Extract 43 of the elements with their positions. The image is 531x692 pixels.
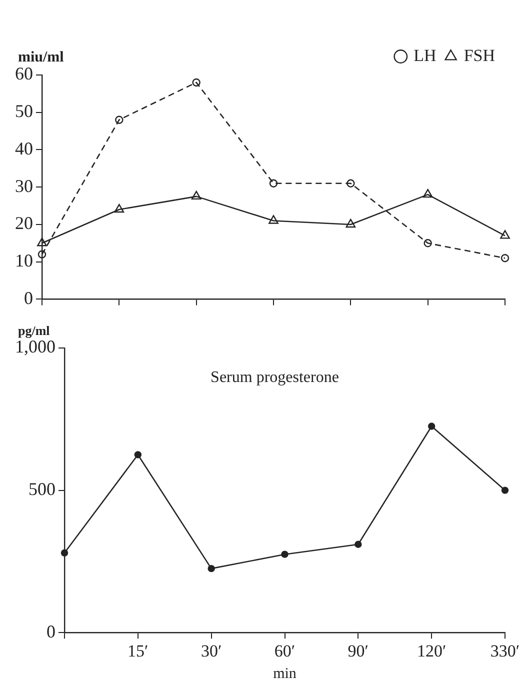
point — [428, 422, 436, 430]
point — [191, 190, 202, 200]
y-axis-title: miu/ml — [18, 49, 64, 66]
point — [192, 78, 200, 87]
point — [346, 218, 356, 228]
x-axis-title: min — [273, 666, 297, 682]
point — [500, 254, 510, 262]
point — [501, 486, 509, 494]
x-tick-label: 30′ — [200, 641, 222, 660]
y-tick-label: 40 — [15, 138, 33, 158]
point — [115, 116, 124, 124]
y-tick-label: 1,000 — [15, 336, 56, 357]
point — [134, 451, 142, 458]
y-axis-title: pg/ml — [18, 322, 50, 338]
y-tick-label: 500 — [28, 479, 56, 500]
text: Serum progesterone — [210, 369, 339, 386]
x-tick-label: 90′ — [348, 641, 369, 660]
y-tick-label: 60 — [15, 64, 33, 84]
point — [268, 215, 278, 224]
point — [37, 238, 47, 246]
x-tick-label: 15′ — [128, 641, 148, 660]
point — [424, 239, 432, 248]
y-tick-label: 50 — [15, 101, 33, 122]
point — [281, 550, 288, 558]
legend-label: FSH — [464, 46, 495, 65]
y-tick-label: 20 — [15, 213, 33, 234]
y-tick-label: 30 — [15, 176, 33, 196]
point — [38, 250, 46, 258]
y-tick-label: 0 — [46, 621, 56, 642]
y-tick-label: 0 — [24, 288, 33, 308]
x-tick-label: 60′ — [274, 641, 296, 660]
y-tick-label: 10 — [15, 250, 33, 271]
point — [422, 188, 433, 198]
point — [208, 564, 215, 572]
point — [354, 540, 362, 548]
point — [269, 179, 278, 188]
point — [346, 179, 355, 188]
x-tick-label: 120′ — [416, 641, 446, 660]
legend-label: LH — [414, 46, 436, 65]
point — [500, 230, 510, 239]
x-tick-label: 330′ — [490, 641, 520, 660]
point — [60, 549, 68, 557]
point — [114, 204, 124, 213]
